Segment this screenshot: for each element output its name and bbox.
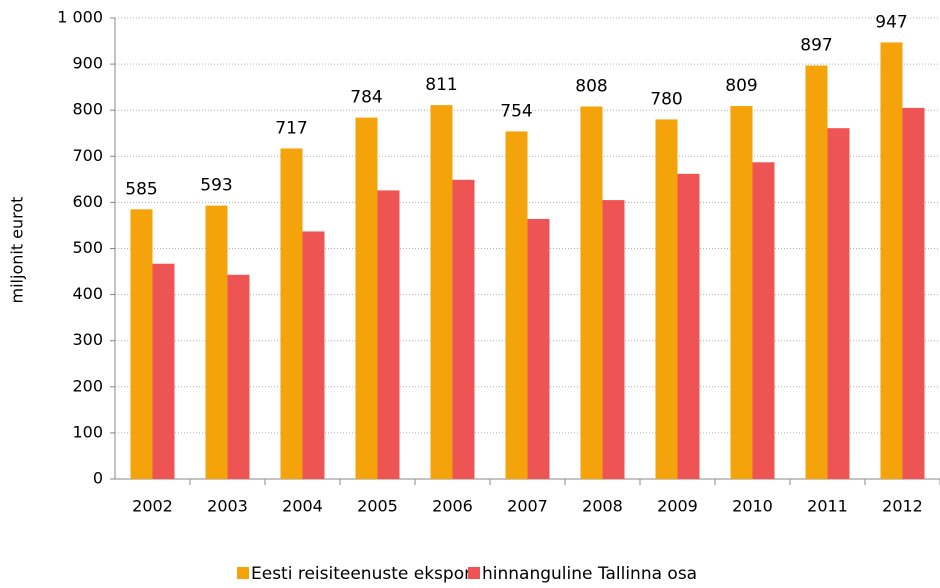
legend-swatch <box>468 567 480 579</box>
y-tick-label: 700 <box>72 146 103 165</box>
y-tick-label: 900 <box>72 54 103 73</box>
data-label: 717 <box>275 118 307 138</box>
x-tick-label: 2009 <box>657 497 698 516</box>
y-tick-label: 800 <box>72 100 103 119</box>
bar <box>280 148 303 479</box>
data-label: 897 <box>800 35 832 55</box>
bar <box>805 65 828 479</box>
bar <box>152 263 175 479</box>
data-label: 947 <box>875 12 907 32</box>
bar <box>752 162 775 479</box>
bar <box>130 209 153 479</box>
x-tick-label: 2010 <box>732 497 773 516</box>
y-tick-label: 100 <box>72 422 103 441</box>
bar <box>730 106 753 480</box>
bar <box>827 128 850 479</box>
data-label: 784 <box>350 88 382 108</box>
data-label: 754 <box>500 101 532 121</box>
x-tick-label: 2004 <box>282 497 323 516</box>
legend-label: Eesti reisiteenuste eksport <box>251 564 478 584</box>
bar <box>602 200 625 479</box>
data-label: 808 <box>575 77 607 97</box>
y-tick-label: 0 <box>93 469 103 488</box>
x-tick-label: 2007 <box>507 497 548 516</box>
bar <box>227 274 250 479</box>
y-tick-label: 1 000 <box>57 8 103 27</box>
bar <box>880 42 903 480</box>
bar <box>377 190 400 479</box>
bar <box>205 205 228 479</box>
y-tick-label: 300 <box>72 330 103 349</box>
y-tick-label: 200 <box>72 376 103 395</box>
x-tick-label: 2011 <box>807 497 848 516</box>
x-tick-label: 2012 <box>882 497 923 516</box>
bar <box>902 107 925 480</box>
bar <box>655 119 678 480</box>
x-tick-label: 2002 <box>132 497 173 516</box>
y-axis-label: miljonit eurot <box>8 197 27 304</box>
data-label: 780 <box>650 89 682 109</box>
bar <box>677 173 700 479</box>
bar <box>580 106 603 480</box>
y-tick-label: 400 <box>72 284 103 303</box>
bar <box>430 105 453 479</box>
legend-label: hinnanguline Tallinna osa <box>482 564 697 584</box>
x-tick-label: 2003 <box>207 497 248 516</box>
bar <box>452 179 475 479</box>
data-label: 809 <box>725 76 757 96</box>
x-tick-label: 2006 <box>432 497 473 516</box>
y-tick-label: 500 <box>72 238 103 257</box>
x-tick-label: 2008 <box>582 497 623 516</box>
x-tick-label: 2005 <box>357 497 398 516</box>
data-label: 811 <box>425 75 457 95</box>
data-label: 585 <box>125 179 157 199</box>
bar <box>302 231 325 479</box>
bar <box>527 218 550 479</box>
legend-swatch <box>237 567 249 579</box>
data-label: 593 <box>200 176 232 196</box>
bar <box>505 131 528 479</box>
bar <box>355 117 378 480</box>
y-tick-label: 600 <box>72 192 103 211</box>
